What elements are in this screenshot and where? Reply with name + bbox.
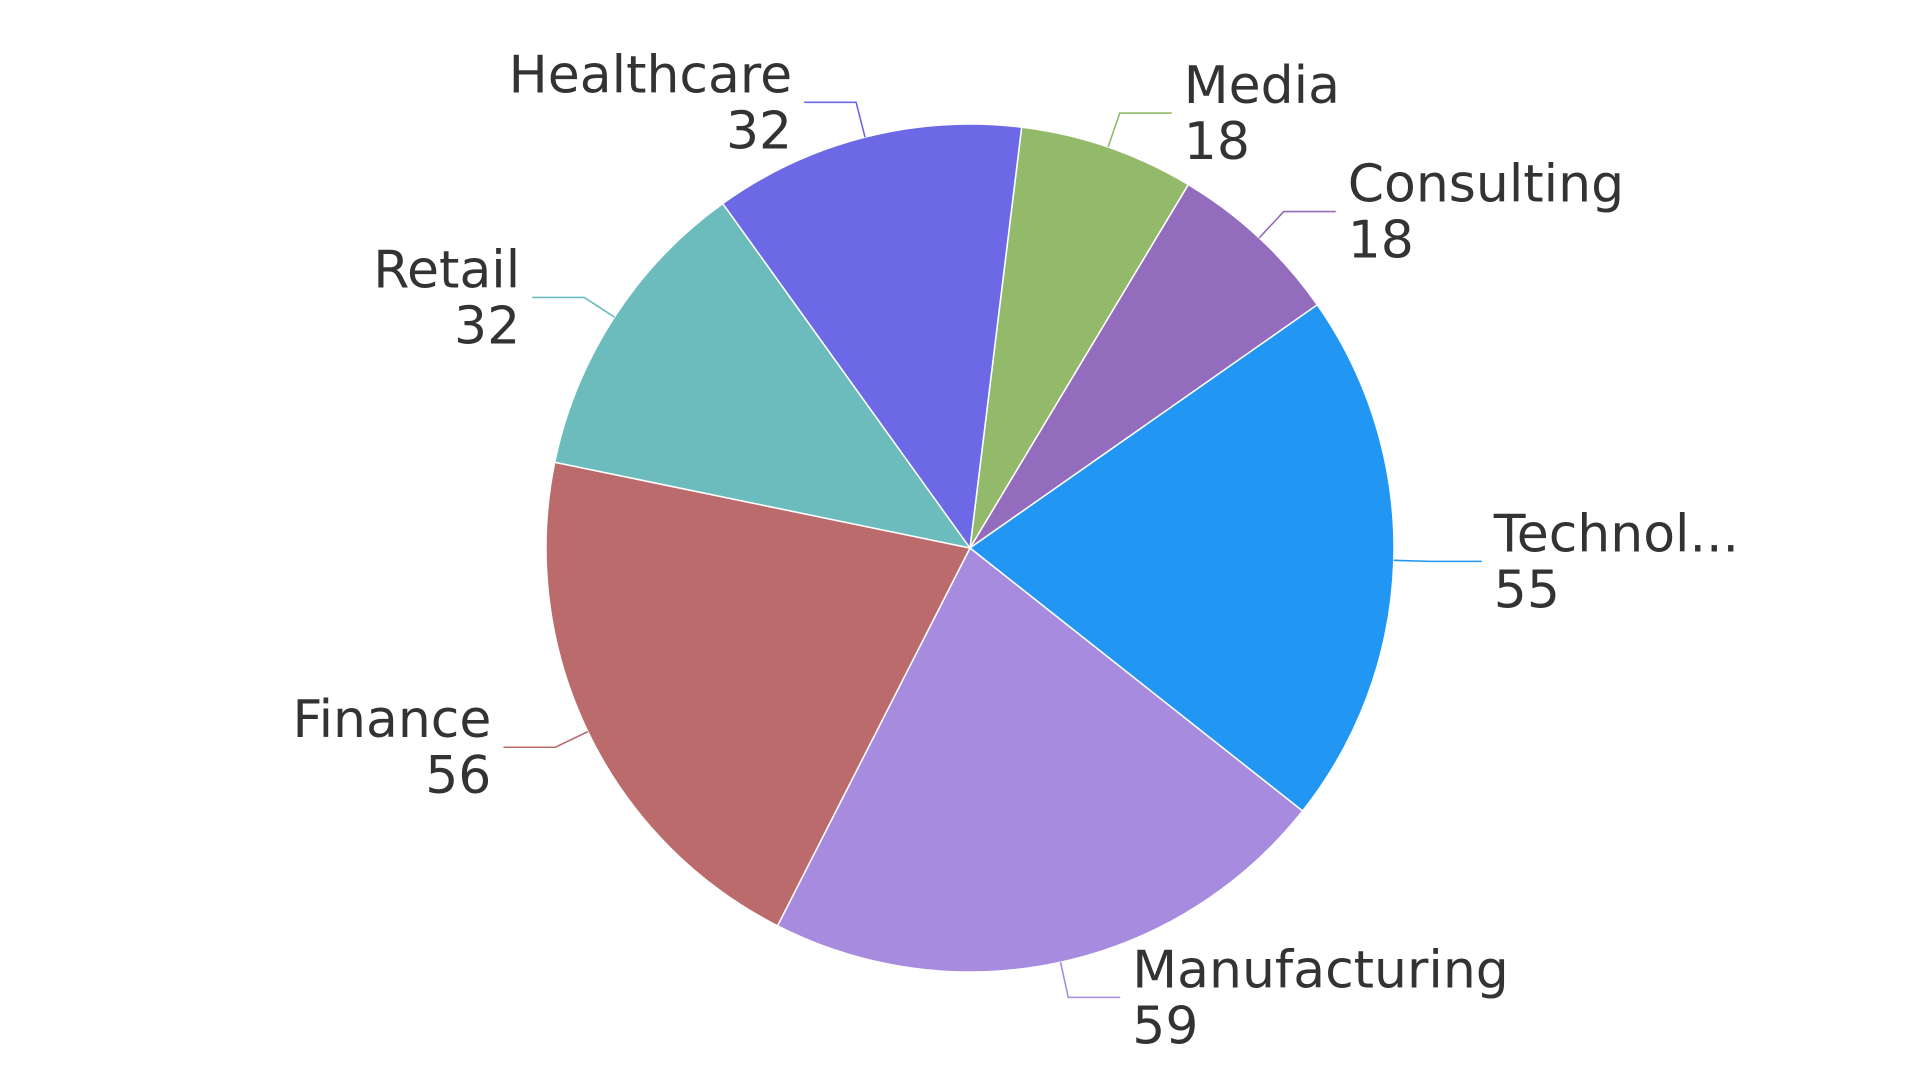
slice-value-label: 18 bbox=[1348, 211, 1414, 271]
slice-label: Manufacturing bbox=[1132, 940, 1509, 1000]
slice-label: Media bbox=[1184, 56, 1340, 116]
slice-value-label: 32 bbox=[726, 101, 792, 161]
pie-slice-technol[interactable] bbox=[968, 303, 1395, 813]
pie-slice-retail[interactable] bbox=[553, 202, 972, 550]
leader-line bbox=[1393, 559, 1482, 563]
pie-slice-finance[interactable] bbox=[545, 461, 972, 927]
leader-line bbox=[532, 296, 615, 318]
slice-label: Finance bbox=[292, 690, 491, 750]
slice-value-label: 56 bbox=[425, 746, 491, 806]
leader-line bbox=[804, 101, 866, 138]
pie-slice-healthcare[interactable] bbox=[721, 123, 1023, 550]
pie-slice-manufacturing[interactable] bbox=[776, 546, 1304, 973]
slice-value-label: 59 bbox=[1132, 996, 1198, 1056]
pie-slice-consulting[interactable] bbox=[969, 183, 1319, 549]
slice-label: Healthcare bbox=[509, 45, 792, 105]
slice-value-label: 32 bbox=[454, 296, 520, 356]
pie-slice-media[interactable] bbox=[969, 126, 1190, 549]
slice-label: Technol... bbox=[1493, 504, 1739, 564]
slice-value-label: 55 bbox=[1494, 560, 1560, 620]
slice-label: Retail bbox=[373, 240, 520, 300]
leader-line bbox=[1258, 210, 1336, 239]
leader-line bbox=[1059, 962, 1121, 999]
slice-value-label: 18 bbox=[1184, 112, 1250, 172]
leader-line bbox=[503, 730, 589, 749]
leader-lines-layer bbox=[503, 101, 1482, 999]
labels-layer: Media18Consulting18Technol...55Manufactu… bbox=[292, 45, 1739, 1056]
slice-label: Consulting bbox=[1348, 155, 1624, 215]
slices-layer bbox=[545, 123, 1395, 973]
leader-line bbox=[1107, 112, 1172, 148]
